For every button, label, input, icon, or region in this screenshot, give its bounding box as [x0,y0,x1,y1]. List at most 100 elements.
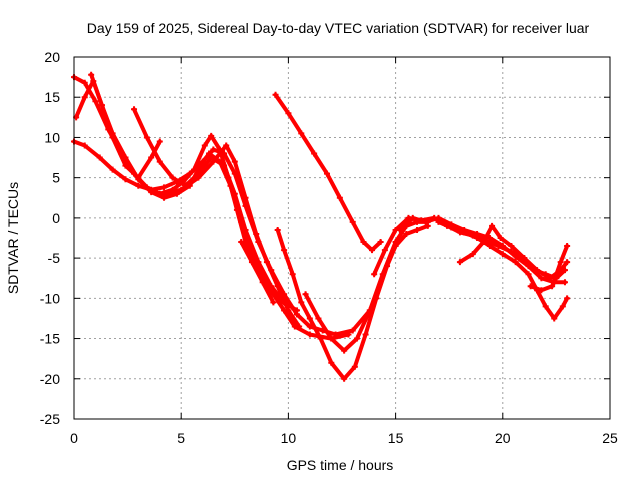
data-point [285,110,292,117]
data-point [371,271,378,278]
data-point [396,226,403,233]
data-point [489,222,496,229]
data-point [527,283,534,290]
data-point [461,229,468,236]
data-point [351,363,358,370]
data-point [531,267,538,274]
series-line [275,223,430,381]
data-point [81,142,88,149]
data-point [161,190,168,197]
data-point [366,307,373,314]
series-line [273,92,383,253]
series-track-6 [161,142,303,330]
data-point [341,375,348,382]
data-point [538,275,545,282]
data-point [143,134,150,141]
data-point [542,303,549,310]
y-tick-label: -5 [48,250,61,266]
data-point [178,186,185,193]
data-point [508,243,515,250]
series-track-4 [88,71,163,181]
data-point [392,239,399,246]
data-point [328,335,335,342]
data-point [512,259,519,266]
data-point [122,162,129,169]
data-point [499,243,506,250]
data-point [422,218,429,225]
data-point [362,331,369,338]
data-point [435,218,442,225]
x-tick-label: 10 [281,430,297,446]
data-point [486,243,493,250]
data-point [561,279,568,286]
data-point [381,247,388,254]
data-point [270,299,277,306]
data-point [238,239,245,246]
data-point [135,174,142,181]
data-point [274,226,281,233]
data-point [289,271,296,278]
series-line [239,240,276,305]
y-tick-label: -20 [40,371,60,387]
y-tick-label: 10 [44,129,60,145]
data-point [403,230,410,237]
x-tick-label: 25 [602,430,618,446]
data-point [248,259,255,266]
data-point [221,162,228,169]
data-point [135,182,142,189]
data-point [306,323,313,330]
series-track-12 [396,214,568,286]
chart-title: Day 159 of 2025, Sidereal Day-to-day VTE… [87,20,590,36]
grid [74,57,610,419]
data-point [88,71,95,78]
data-point [148,186,155,193]
axis-ticks: 0 5 10 15 20 25 20 15 10 5 0 -5 -10 -15 -20 -25 [40,49,618,446]
data-point [81,94,88,101]
data-point [285,307,292,314]
series-line [132,107,299,313]
data-point [349,218,356,225]
data-point [521,255,528,262]
y-tick-label: -15 [40,331,60,347]
data-point [156,138,163,145]
data-point [557,259,564,266]
data-point [349,327,356,334]
data-point [210,146,217,153]
data-point [551,315,558,322]
data-point [272,91,279,98]
data-point [231,158,238,165]
x-axis-label: GPS time / hours [287,457,394,473]
data-point [512,253,519,260]
series-track-15 [527,243,571,294]
data-point [328,359,335,366]
y-axis-label: SDTVAR / TECUs [5,182,21,294]
data-point [156,158,163,165]
data-point [298,130,305,137]
data-point [96,154,103,161]
data-point [208,132,215,139]
data-point [122,176,129,183]
data-point [210,158,217,165]
data-point [186,170,193,177]
data-point [109,166,116,173]
data-point [469,251,476,258]
data-point [296,323,303,330]
data-point [525,271,532,278]
data-point [253,230,260,237]
data-point [302,291,309,298]
data-point [81,79,88,86]
x-tick-label: 5 [177,430,185,446]
series-track-7 [238,239,277,306]
data-point [379,271,386,278]
series-line [89,72,162,180]
data-point [92,98,99,105]
data-point [201,142,208,149]
data-point [377,239,384,246]
data-point [486,235,493,241]
data-point [161,184,168,191]
data-point [499,251,506,258]
data-point [561,267,568,274]
data-point [315,315,322,322]
data-point [293,307,300,314]
